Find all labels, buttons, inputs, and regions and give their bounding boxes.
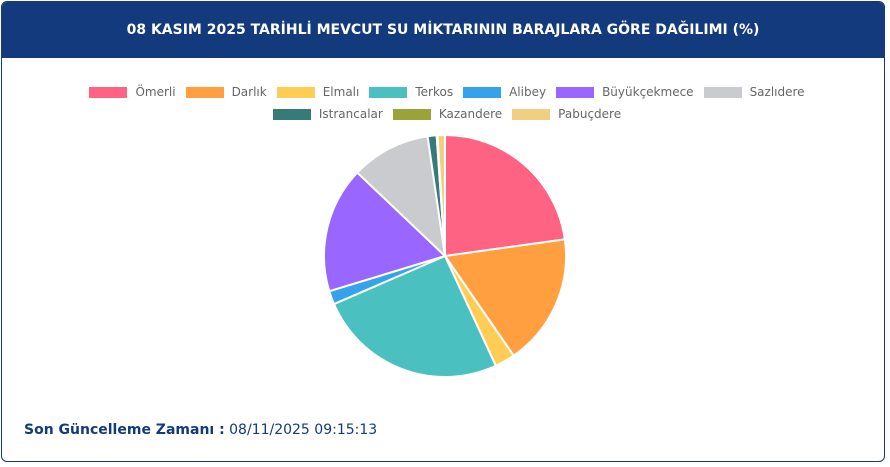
footer: Son Güncelleme Zamanı : 08/11/2025 09:15…	[24, 422, 377, 438]
pie-slice	[332, 254, 498, 378]
pie-slice	[443, 238, 567, 358]
legend-item: Kazandere	[392, 106, 503, 122]
pie-slice	[444, 133, 566, 258]
legend-item: Ömerli	[89, 84, 176, 100]
legend-label: Istrancalar	[318, 107, 383, 121]
legend-label: Büyükçekmece	[602, 85, 694, 99]
legend-item: Alibey	[463, 84, 546, 100]
chart	[323, 133, 567, 378]
footer-label: Son Güncelleme Zamanı :	[24, 422, 225, 438]
legend-swatch	[276, 86, 315, 98]
legend-swatch	[392, 108, 431, 120]
legend-label: Darlık	[231, 85, 267, 99]
legend-label: Kazandere	[438, 107, 503, 121]
legend-item: Terkos	[369, 84, 453, 100]
legend-swatch	[463, 86, 502, 98]
legend-item: Sazlıdere	[703, 84, 805, 100]
legend-label: Ömerli	[135, 85, 176, 99]
legend-label: Terkos	[415, 85, 454, 99]
legend-item: Büyükçekmece	[556, 84, 694, 100]
pie-slice	[323, 171, 447, 293]
legend-label: Pabuçdere	[558, 107, 622, 121]
pie-slice	[355, 135, 447, 259]
legend-label: Alibey	[509, 85, 547, 99]
legend-label: Elmalı	[322, 85, 360, 99]
legend-swatch	[556, 86, 595, 98]
pie-slice	[436, 133, 446, 257]
legend-swatch	[512, 108, 551, 120]
legend-swatch	[703, 86, 742, 98]
legend-swatch	[369, 86, 408, 98]
legend: Ömerli Darlık Elmalı Terkos Alibey Büyükçekme…	[42, 84, 852, 122]
legend-label: Sazlıdere	[749, 85, 805, 99]
legend-swatch	[185, 86, 224, 98]
legend-item: Elmalı	[276, 84, 360, 100]
legend-item: Darlık	[185, 84, 267, 100]
chart-title: 08 KASIM 2025 TARİHLİ MEVCUT SU MİKTARIN…	[2, 2, 884, 58]
legend-swatch	[89, 86, 128, 98]
footer-value: 08/11/2025 09:15:13	[229, 422, 378, 438]
legend-item: Pabuçdere	[512, 106, 621, 122]
legend-item: Istrancalar	[272, 106, 383, 122]
legend-swatch	[272, 108, 311, 120]
